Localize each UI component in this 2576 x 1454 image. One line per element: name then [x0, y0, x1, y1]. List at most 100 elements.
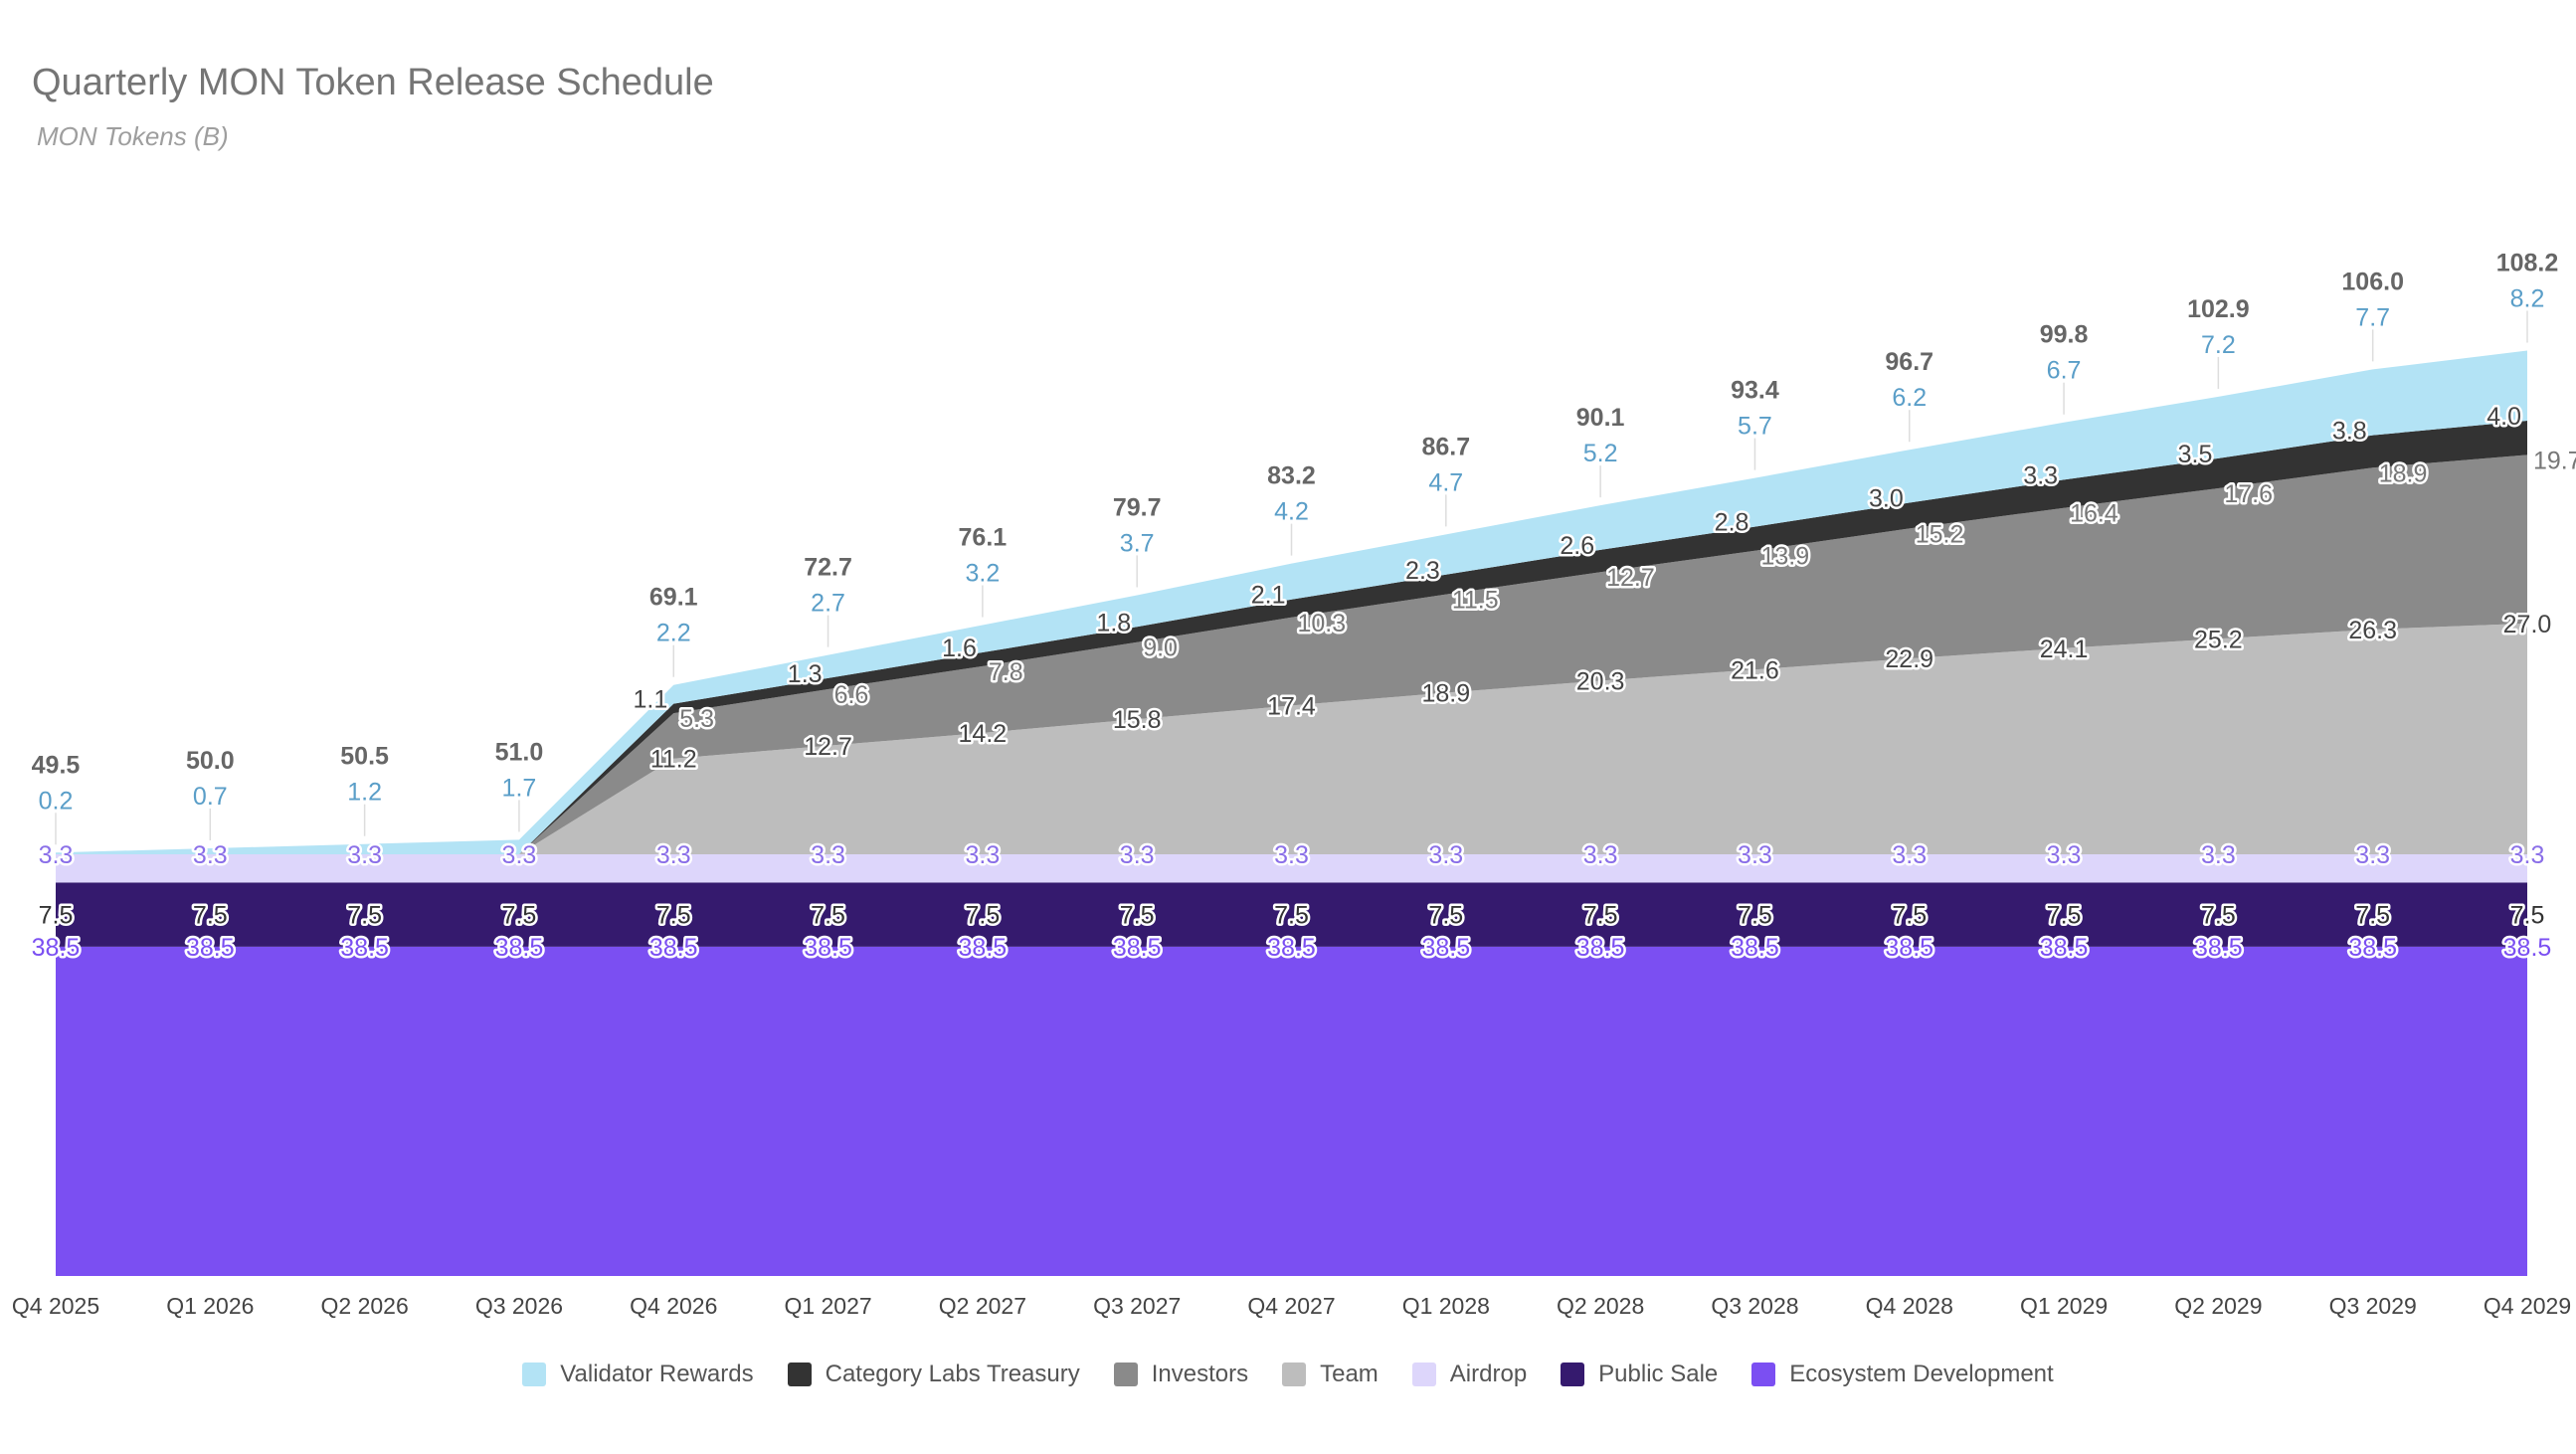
data-label: 3.3: [502, 841, 537, 869]
data-label: 12.7: [1606, 564, 1655, 592]
total-label: 72.7: [804, 554, 852, 582]
legend: Validator Rewards Category Labs Treasury I…: [0, 1361, 2576, 1388]
data-label: 3.3: [39, 841, 74, 869]
data-label: 25.2: [2194, 626, 2243, 653]
data-label: 38.5: [959, 934, 1008, 962]
x-tick-label: Q3 2027: [1093, 1293, 1181, 1319]
data-label: 3.3: [1274, 841, 1309, 869]
data-label: 6.7: [2047, 357, 2082, 385]
chart-title: Quarterly MON Token Release Schedule: [32, 62, 714, 103]
legend-swatch: [522, 1363, 547, 1386]
data-label: 7.7: [2355, 303, 2390, 331]
total-label: 76.1: [959, 524, 1008, 552]
data-label: 38.5: [1885, 934, 1933, 962]
data-label: 2.1: [1251, 582, 1286, 610]
data-label: 2.6: [1560, 532, 1594, 560]
area-category-labs-treasury: [56, 421, 2527, 855]
x-tick-label: Q1 2027: [784, 1293, 871, 1319]
data-label: 3.3: [2510, 841, 2545, 869]
legend-swatch: [1561, 1363, 1585, 1386]
legend-item: Ecosystem Development: [1751, 1361, 2054, 1388]
data-label: 7.5: [2047, 902, 2082, 930]
legend-swatch: [787, 1363, 812, 1386]
legend-swatch: [1411, 1363, 1436, 1386]
data-label: 15.2: [1916, 520, 1964, 548]
data-label: 12.7: [804, 733, 852, 761]
legend-item: Investors: [1113, 1361, 1249, 1388]
data-label: 38.5: [1267, 934, 1316, 962]
data-label: 38.5: [186, 934, 235, 962]
data-label: 7.5: [811, 902, 845, 930]
data-label: 3.3: [1738, 841, 1772, 869]
data-label: 2.3: [1405, 557, 1440, 585]
x-tick-label: Q3 2026: [475, 1293, 563, 1319]
data-label: 1.6: [942, 635, 977, 662]
data-label: 2.2: [656, 620, 691, 647]
data-label: 4.2: [1274, 498, 1309, 526]
data-label: 38.5: [2040, 934, 2089, 962]
total-label: 90.1: [1576, 404, 1625, 432]
data-label: 7.5: [1892, 902, 1927, 930]
data-label: 6.6: [834, 681, 869, 709]
data-label: 21.6: [1731, 656, 1779, 684]
data-label: 3.3: [193, 841, 228, 869]
data-label: 38.5: [2194, 934, 2243, 962]
data-label: 1.2: [347, 779, 382, 807]
total-label: 50.5: [340, 743, 389, 771]
data-label: 7.5: [347, 902, 382, 930]
data-label: 8.2: [2510, 284, 2545, 312]
legend-label: Airdrop: [1449, 1361, 1528, 1387]
data-label: 2.7: [811, 590, 845, 618]
x-tick-label: Q2 2028: [1557, 1293, 1644, 1319]
total-label: 51.0: [495, 738, 544, 766]
data-label: 7.5: [193, 902, 228, 930]
total-label: 49.5: [32, 751, 81, 779]
area-public-sale: [56, 882, 2527, 947]
area-ecosystem-development: [56, 946, 2527, 1276]
total-label: 93.4: [1731, 377, 1779, 405]
data-label: 38.5: [2348, 934, 2397, 962]
data-label: 17.4: [1267, 692, 1316, 720]
data-label: 1.1: [633, 686, 667, 714]
legend-swatch: [1751, 1363, 1776, 1386]
data-label: 38.5: [1113, 934, 1162, 962]
legend-label: Investors: [1151, 1361, 1249, 1387]
data-label: 38.5: [1731, 934, 1779, 962]
data-label: 2.8: [1715, 509, 1749, 537]
data-label: 5.7: [1738, 413, 1772, 441]
data-label: 3.5: [2178, 441, 2213, 468]
legend-item: Team: [1282, 1361, 1379, 1388]
total-label: 86.7: [1421, 433, 1470, 460]
data-label: 3.7: [1120, 529, 1155, 557]
data-label: 3.8: [2332, 418, 2367, 446]
data-label: 3.3: [656, 841, 691, 869]
data-label: 4.0: [2486, 403, 2521, 431]
total-label: 79.7: [1113, 493, 1162, 521]
data-label: 3.3: [347, 841, 382, 869]
data-label: 3.3: [2201, 841, 2236, 869]
data-label: 3.3: [811, 841, 845, 869]
chart-subtitle: MON Tokens (B): [37, 121, 229, 151]
data-label: 7.5: [656, 902, 691, 930]
legend-label: Ecosystem Development: [1789, 1361, 2054, 1387]
data-label: 38.5: [1576, 934, 1625, 962]
data-label: 7.5: [1738, 902, 1772, 930]
data-label: 38.5: [340, 934, 389, 962]
total-label: 99.8: [2040, 321, 2089, 349]
data-label: 16.4: [2070, 500, 2118, 528]
data-label: 7.5: [1120, 902, 1155, 930]
total-label: 83.2: [1267, 462, 1316, 490]
data-label: 20.3: [1576, 667, 1625, 695]
total-label: 108.2: [2496, 249, 2559, 276]
data-label: 27.0: [2503, 611, 2552, 638]
legend-item: Airdrop: [1411, 1361, 1528, 1388]
data-label: 38.5: [495, 934, 544, 962]
data-label: 7.5: [1274, 902, 1309, 930]
data-label: 13.9: [1760, 543, 1809, 571]
data-label: 38.5: [649, 934, 698, 962]
data-label: 7.5: [965, 902, 1000, 930]
x-tick-label: Q1 2029: [2020, 1293, 2108, 1319]
legend-swatch: [1282, 1363, 1307, 1386]
total-label: 106.0: [2341, 268, 2404, 295]
legend-label: Team: [1320, 1361, 1379, 1387]
